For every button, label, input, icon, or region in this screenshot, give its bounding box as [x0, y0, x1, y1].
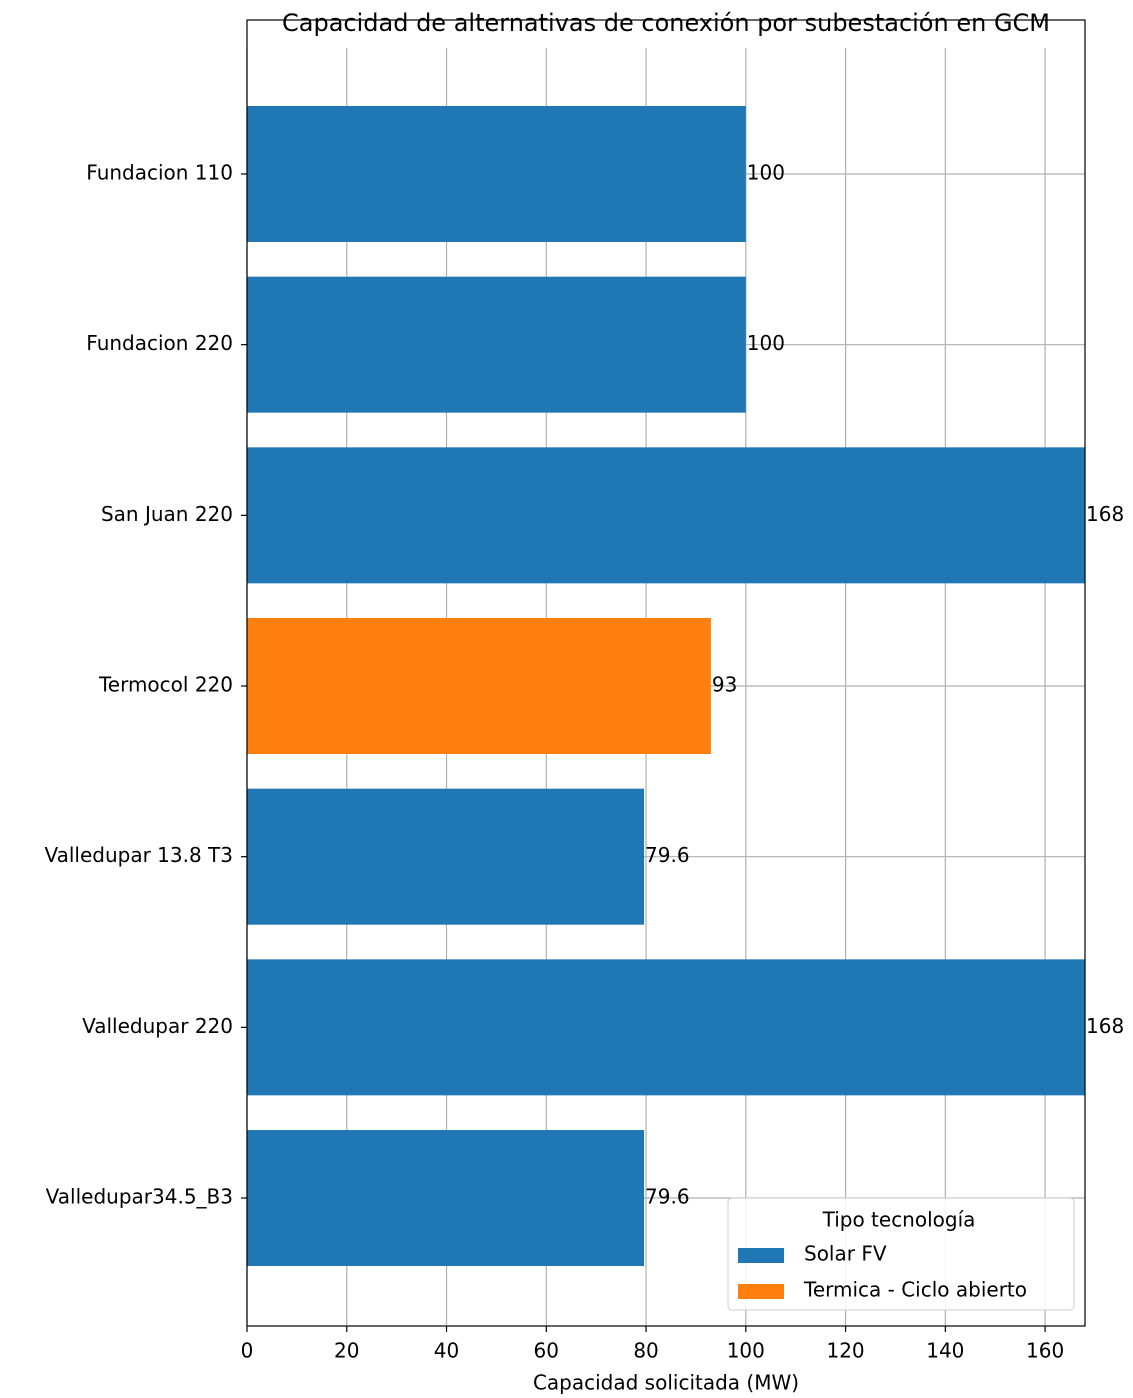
bar: [247, 106, 746, 242]
y-tick-label: Termocol 220: [98, 673, 233, 697]
data-label: 168: [1086, 1014, 1124, 1038]
legend-box: [727, 1197, 1075, 1311]
y-tick-label: San Juan 220: [101, 502, 233, 526]
y-tick-label: Fundacion 220: [86, 331, 233, 355]
bar: [247, 959, 1085, 1096]
x-tick-label: 60: [534, 1339, 559, 1363]
data-label: 93: [712, 673, 737, 697]
x-tick-label: 40: [434, 1339, 459, 1363]
data-label: 168: [1086, 502, 1124, 526]
legend-swatch: [738, 1284, 784, 1299]
x-axis-label: Capacidad solicitada (MW): [533, 1371, 799, 1395]
bars: [247, 106, 1085, 1267]
y-tick-label: Valledupar 220: [82, 1014, 233, 1038]
bar: [247, 1130, 645, 1267]
y-tick-label: Valledupar 13.8 T3: [44, 843, 233, 867]
x-tick-label: 20: [334, 1339, 359, 1363]
data-label: 79.6: [645, 1185, 690, 1209]
x-tick-label: 80: [633, 1339, 658, 1363]
data-label: 100: [747, 161, 785, 185]
bar: [247, 276, 746, 413]
bar: [247, 447, 1085, 584]
data-label: 79.6: [645, 843, 690, 867]
legend-title: Tipo tecnología: [822, 1208, 976, 1232]
y-tick-label: Valledupar34.5_B3: [46, 1185, 233, 1209]
bar: [247, 618, 711, 755]
x-tick-label: 120: [826, 1339, 864, 1363]
y-tick-label: Fundacion 110: [86, 161, 233, 185]
plot-frame: [246, 19, 1086, 1327]
x-tick-label: 140: [926, 1339, 964, 1363]
bar: [247, 788, 645, 925]
chart-title: Capacidad de alternativas de conexión po…: [282, 9, 1050, 37]
x-tick-label: 0: [241, 1339, 254, 1363]
legend-label: Termica - Ciclo abierto: [803, 1278, 1027, 1302]
legend-label: Solar FV: [804, 1242, 887, 1266]
data-label: 100: [747, 331, 785, 355]
x-tick-label: 100: [727, 1339, 765, 1363]
x-tick-label: 160: [1026, 1339, 1064, 1363]
legend-swatch: [738, 1248, 784, 1263]
